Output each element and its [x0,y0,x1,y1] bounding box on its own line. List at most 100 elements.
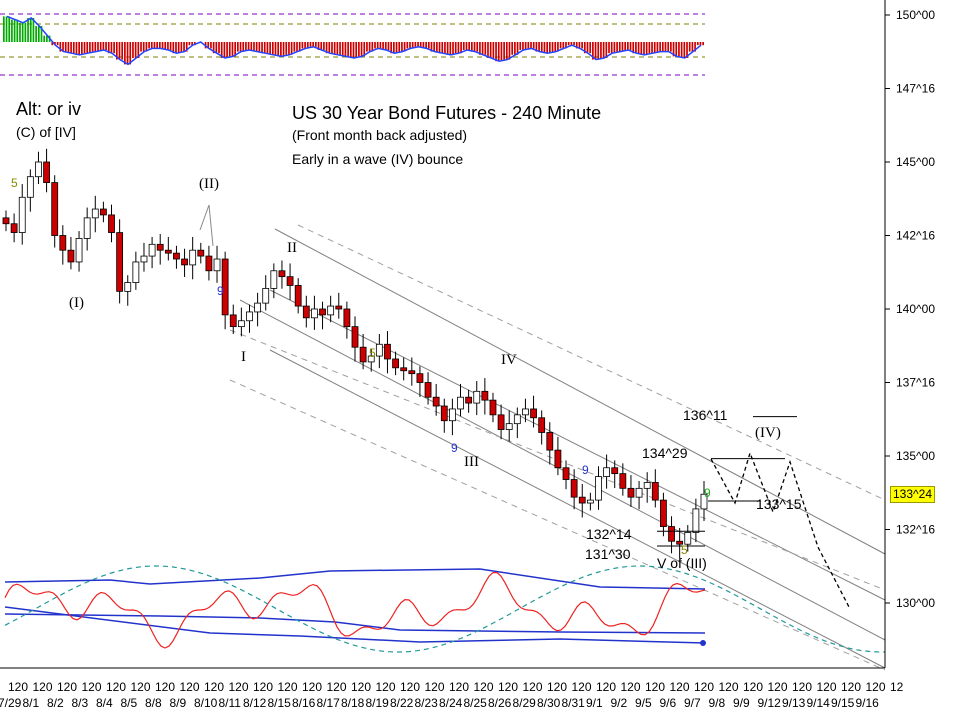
candle-body [351,326,359,348]
count-label: 5 [11,176,18,190]
x-tick-date-label: 8/12 [243,696,267,710]
histogram-bar [643,42,645,55]
histogram-bar [282,42,285,57]
histogram-bar [543,42,546,54]
oscillator-upper-band [4,568,706,590]
histogram-bar [323,42,325,50]
candle-body [643,482,651,489]
channel-line [239,299,886,641]
histogram-bar [527,42,530,49]
candle-body [75,238,83,263]
histogram-bar [317,42,320,50]
histogram-bar [75,42,78,55]
histogram-bar [530,42,532,49]
y-tick-label: 150^00 [896,8,935,22]
histogram-bar [401,42,403,52]
histogram-bar [699,42,702,46]
candle-body [270,270,278,289]
histogram-bar [651,42,653,54]
histogram-bar [29,18,32,42]
x-tick-upper-label: 120 [425,680,445,694]
histogram-bar [91,42,94,52]
x-tick-date-label: 8/29 [513,696,537,710]
candle-body [108,214,115,233]
x-tick-date-label: 7/29 [0,696,22,710]
candle-body [416,373,424,383]
candle-body [440,405,448,422]
channel-line [269,289,886,601]
x-tick-upper-label: 120 [376,680,396,694]
x-tick-upper-label: 120 [768,680,788,694]
histogram-bar [546,42,548,54]
histogram-bar [629,42,632,50]
projection-line [710,451,851,610]
histogram-bar [51,42,54,46]
histogram-bar [366,42,368,52]
histogram-bar [344,42,347,57]
histogram-bar [32,18,35,42]
histogram-bar [325,42,328,54]
histogram-bar [581,42,583,49]
histogram-bar [696,42,699,46]
y-axis: 150^00 147^16 145^00 142^16 140^00 137^16 135^… [884,0,935,668]
histogram-bar [441,42,444,54]
candle-body [367,355,375,363]
histogram-bar [218,42,220,54]
wave-label: IV [501,352,517,368]
candle-body [213,258,221,272]
histogram-bar [237,42,239,52]
histogram-bar [371,42,374,52]
candle-body [67,249,75,263]
candle-body [197,249,205,257]
oscillator-lower-band [4,606,706,644]
chart-title: US 30 Year Bond Futures - 240 Minute [292,103,602,123]
histogram-bar [341,42,344,57]
candle-body [660,499,667,527]
histogram-bar [183,42,185,52]
histogram-bar [210,42,212,49]
histogram-bar [62,42,64,52]
histogram-bar [551,42,554,52]
histogram-bar [460,42,462,54]
candle-body [229,314,237,328]
candle-body [59,235,67,251]
chart-subtitle: (Front month back adjusted) [292,127,468,143]
histogram-bar [13,19,16,42]
histogram-bar [99,42,102,50]
candle-body [635,487,643,498]
oscillator-middle-band [4,613,706,634]
histogram-bar [161,42,164,49]
histogram-bar [640,42,643,55]
candle-body [554,449,562,469]
histogram-bar [43,35,46,42]
x-tick-upper-label: 12 [890,680,904,694]
histogram-bar [153,42,156,49]
candle-body [10,223,18,233]
histogram-bar [309,42,312,47]
candle-body [18,196,26,233]
histogram-bar [605,42,608,58]
candles [2,148,708,559]
histogram-bar [83,42,86,54]
histogram-bar [406,42,409,49]
x-tick-date-label: 8/31 [562,696,586,710]
histogram-bar [172,42,175,54]
histogram-bar [481,42,484,55]
histogram-bar [670,42,672,52]
histogram-bar [228,42,231,57]
candle-body [359,346,367,363]
candle-body [603,467,611,477]
channel-line [269,349,886,669]
candle-body [400,367,408,372]
histogram-bar [368,42,371,52]
histogram-bar [269,42,271,55]
wave-label: (II) [199,176,219,192]
histogram-bar [575,42,578,49]
x-tick-date-label: 9/15 [831,696,855,710]
histogram-bar [661,42,664,52]
histogram-bar [159,42,161,49]
projection-path [710,451,851,610]
candle-body [676,540,684,545]
histogram-bar [538,42,540,52]
price-level-label: 136^11 [683,407,728,423]
